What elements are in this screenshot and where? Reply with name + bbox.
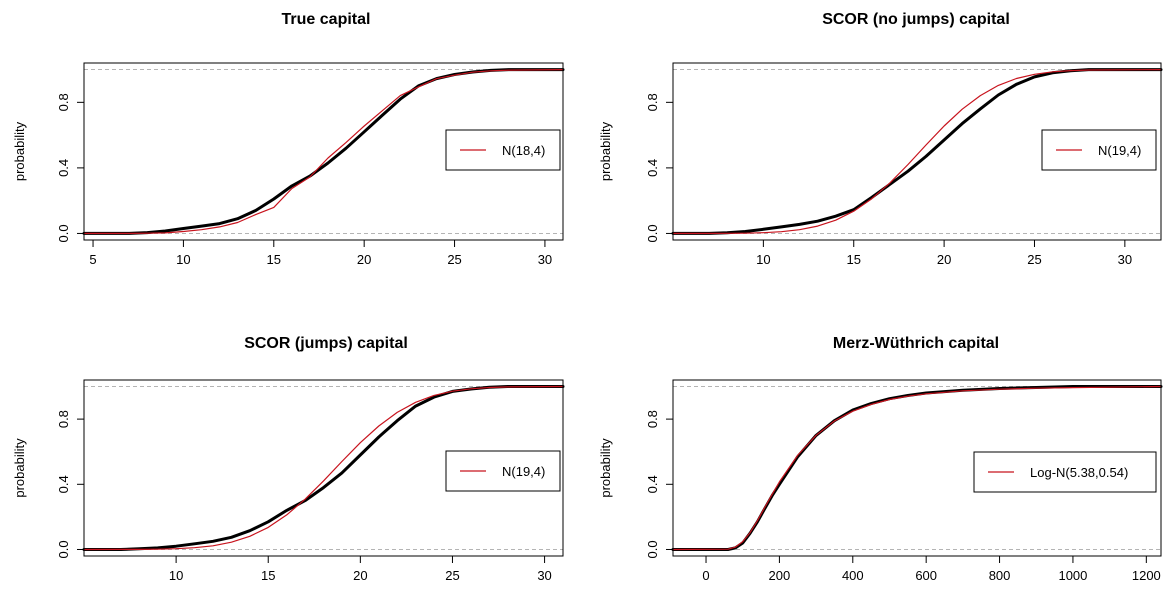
chart-panel-scor-no-jumps-capital: SCOR (no jumps) capital probability 10 15 20…: [583, 0, 1167, 300]
y-tick-label: 0.4: [645, 159, 660, 177]
plot-frame: [83, 379, 564, 557]
fitted-cdf-line: [672, 68, 1162, 234]
x-tick-label: 25: [1027, 252, 1041, 267]
x-tick-label: 10: [756, 252, 770, 267]
legend-label: N(19,4): [1098, 143, 1141, 158]
x-tick-label: 0: [702, 568, 709, 583]
chart-svg: SCOR (jumps) capital probability 10 15 20 25 3…: [12, 335, 565, 583]
x-tick-label: 5: [89, 252, 96, 267]
y-axis-label: probability: [12, 438, 27, 498]
x-tick-label: 15: [267, 252, 281, 267]
fitted-cdf-line: [672, 385, 1162, 551]
x-tick-label: 400: [842, 568, 864, 583]
chart-title: SCOR (jumps) capital: [244, 335, 408, 352]
chart-svg: Merz-Wüthrich capital probability 0 200 400 6…: [598, 335, 1163, 583]
y-tick-label: 0.4: [56, 475, 71, 493]
y-tick-label: 0.8: [645, 93, 660, 111]
fitted-cdf-line: [83, 385, 564, 551]
y-tick-label: 0.8: [645, 410, 660, 428]
x-tick-label: 20: [357, 252, 371, 267]
legend-label: N(18,4): [502, 143, 545, 158]
x-tick-label: 20: [937, 252, 951, 267]
x-tick-label: 10: [169, 568, 183, 583]
empirical-cdf-line: [82, 68, 565, 235]
x-tick-label: 800: [989, 568, 1011, 583]
chart-title: Merz-Wüthrich capital: [833, 335, 999, 352]
legend-label: N(19,4): [502, 464, 545, 479]
x-tick-label: 25: [445, 568, 459, 583]
chart-svg: SCOR (no jumps) capital probability 10 15 20…: [598, 11, 1163, 267]
x-tick-label: 30: [1118, 252, 1132, 267]
chart-panel-merz-wuthrich-capital: Merz-Wüthrich capital probability 0 200 400 6…: [583, 300, 1167, 601]
y-axis-label: probability: [598, 438, 613, 498]
y-tick-label: 0.4: [645, 475, 660, 493]
x-tick-label: 15: [261, 568, 275, 583]
y-tick-label: 0.8: [56, 93, 71, 111]
y-tick-label: 0.0: [56, 540, 71, 558]
x-tick-label: 30: [538, 252, 552, 267]
y-tick-label: 0.4: [56, 159, 71, 177]
y-tick-label: 0.0: [645, 224, 660, 242]
y-tick-label: 0.0: [56, 224, 71, 242]
x-tick-label: 1000: [1058, 568, 1087, 583]
x-tick-label: 20: [353, 568, 367, 583]
y-tick-label: 0.0: [645, 540, 660, 558]
empirical-cdf-line: [671, 68, 1163, 235]
y-axis-label: probability: [12, 121, 27, 181]
y-axis-label: probability: [598, 121, 613, 181]
plot-frame: [672, 379, 1162, 557]
fitted-cdf-line: [83, 68, 564, 234]
plot-frame: [672, 62, 1162, 241]
chart-svg: True capital probability 5 10 15 20 25 30 0.0 0.4…: [12, 11, 565, 267]
chart-title: True capital: [282, 11, 371, 28]
x-tick-label: 10: [176, 252, 190, 267]
x-tick-label: 200: [769, 568, 791, 583]
x-tick-label: 1200: [1132, 568, 1161, 583]
x-tick-label: 30: [537, 568, 551, 583]
chart-panel-true-capital: True capital probability 5 10 15 20 25 30 0.0 0.4…: [0, 0, 583, 300]
x-tick-label: 15: [847, 252, 861, 267]
y-tick-label: 0.8: [56, 410, 71, 428]
x-tick-label: 600: [915, 568, 937, 583]
plot-frame: [83, 62, 564, 241]
legend-label: Log-N(5.38,0.54): [1030, 465, 1128, 480]
chart-title: SCOR (no jumps) capital: [822, 11, 1010, 28]
x-tick-label: 25: [447, 252, 461, 267]
chart-panel-scor-jumps-capital: SCOR (jumps) capital probability 10 15 20 25 3…: [0, 300, 583, 601]
